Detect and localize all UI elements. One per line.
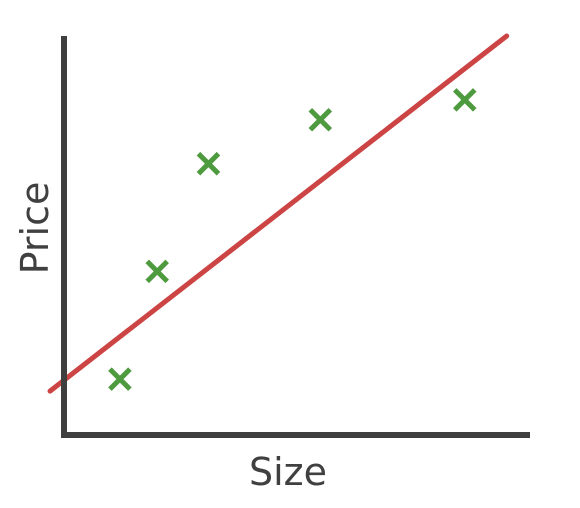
fit-line: [47, 33, 510, 394]
plot-area: [47, 33, 510, 394]
data-point-marker: [452, 88, 477, 112]
y-axis-label: Price: [13, 182, 57, 275]
data-point-marker: [308, 108, 333, 132]
x-axis-label: Size: [249, 450, 327, 494]
data-point-marker: [196, 151, 221, 176]
data-point-marker: [108, 367, 132, 391]
data-point-marker: [145, 259, 169, 284]
